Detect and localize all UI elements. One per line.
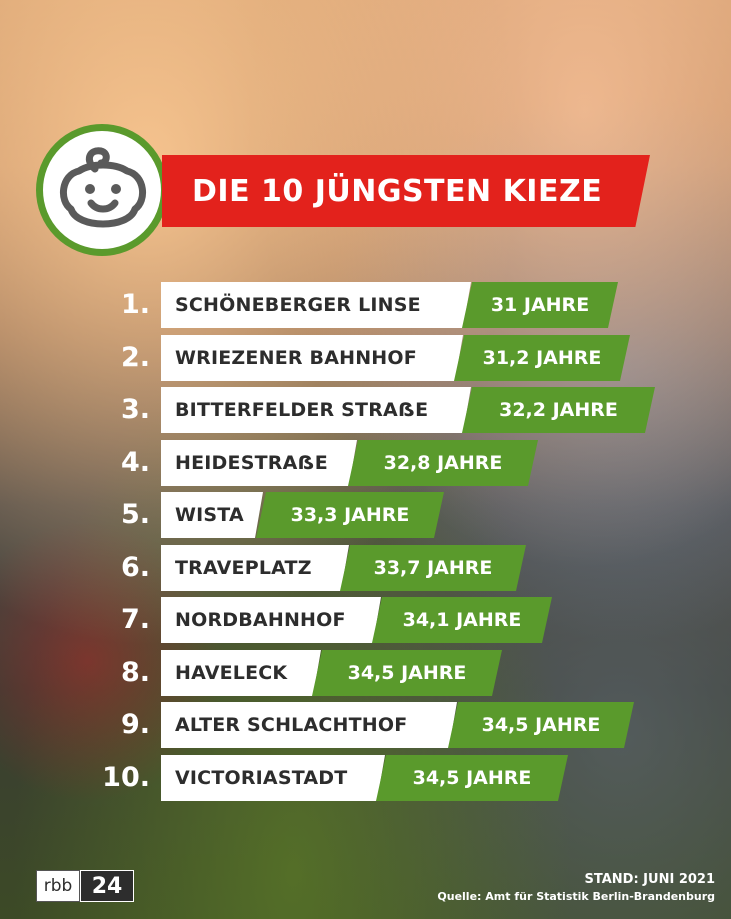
name-box: BITTERFELDER STRAẞE: [161, 387, 471, 433]
age-box: 32,2 JAHRE: [462, 387, 655, 433]
age-box: 32,8 JAHRE: [348, 440, 538, 486]
rank-number: 9.: [120, 709, 150, 740]
rank-number: 3.: [120, 394, 150, 425]
rank-number: 8.: [120, 657, 150, 688]
baby-face-icon: [60, 147, 146, 228]
age-value: 33,3 JAHRE: [290, 504, 410, 526]
footer-info: STAND: JUNI 2021 Quelle: Amt für Statist…: [437, 871, 715, 905]
rank-number: 2.: [120, 342, 150, 373]
kiez-name: ALTER SCHLACHTHOF: [175, 714, 408, 736]
age-box: 33,3 JAHRE: [256, 492, 444, 538]
age-box: 34,5 JAHRE: [376, 755, 568, 801]
rank-number: 10.: [102, 762, 150, 793]
name-box: HEIDESTRAẞE: [161, 440, 357, 486]
badge-circle: [36, 124, 168, 256]
age-box: 31,2 JAHRE: [454, 335, 630, 381]
name-box: HAVELECK: [161, 650, 321, 696]
name-box: TRAVEPLATZ: [161, 545, 349, 591]
age-value: 33,7 JAHRE: [373, 557, 493, 579]
kiez-name: HEIDESTRAẞE: [175, 452, 328, 474]
age-value: 32,2 JAHRE: [499, 399, 618, 421]
rank-number: 6.: [120, 552, 150, 583]
age-box: 34,5 JAHRE: [312, 650, 502, 696]
name-box: NORDBAHNHOF: [161, 597, 381, 643]
source-note: Quelle: Amt für Statistik Berlin-Branden…: [437, 890, 715, 903]
age-value: 31,2 JAHRE: [482, 347, 602, 369]
kiez-name: WISTA: [175, 504, 244, 526]
age-box: 33,7 JAHRE: [340, 545, 526, 591]
age-value: 31 JAHRE: [490, 294, 590, 316]
rank-number: 7.: [120, 604, 150, 635]
logo-24-part: 24: [80, 870, 134, 902]
rank-number: 4.: [120, 447, 150, 478]
age-box: 34,1 JAHRE: [372, 597, 552, 643]
name-box: WISTA: [161, 492, 263, 538]
name-box: WRIEZENER BAHNHOF: [161, 335, 463, 381]
rank-number: 5.: [120, 499, 150, 530]
rank-number: 1.: [120, 289, 150, 320]
rbb24-logo: rbb 24: [36, 870, 134, 902]
kiez-name: SCHÖNEBERGER LINSE: [175, 294, 421, 316]
logo-rbb-part: rbb: [36, 870, 80, 902]
kiez-name: NORDBAHNHOF: [175, 609, 346, 631]
age-value: 34,5 JAHRE: [347, 662, 467, 684]
stand-date: STAND: JUNI 2021: [584, 872, 716, 887]
age-value: 34,1 JAHRE: [402, 609, 522, 631]
age-value: 32,8 JAHRE: [383, 452, 503, 474]
age-box: 34,5 JAHRE: [448, 702, 634, 748]
age-value: 34,5 JAHRE: [412, 767, 532, 789]
age-value: 34,5 JAHRE: [481, 714, 601, 736]
kiez-name: WRIEZENER BAHNHOF: [175, 347, 417, 369]
name-box: VICTORIASTADT: [161, 755, 385, 801]
kiez-name: BITTERFELDER STRAẞE: [175, 399, 429, 421]
kiez-name: TRAVEPLATZ: [175, 557, 312, 579]
kiez-name: VICTORIASTADT: [175, 767, 348, 789]
name-box: SCHÖNEBERGER LINSE: [161, 282, 471, 328]
title-banner: DIE 10 JÜNGSTEN KIEZE: [162, 155, 650, 227]
kiez-name: HAVELECK: [175, 662, 288, 684]
age-box: 31 JAHRE: [462, 282, 618, 328]
name-box: ALTER SCHLACHTHOF: [161, 702, 457, 748]
page-title: DIE 10 JÜNGSTEN KIEZE: [192, 173, 603, 209]
